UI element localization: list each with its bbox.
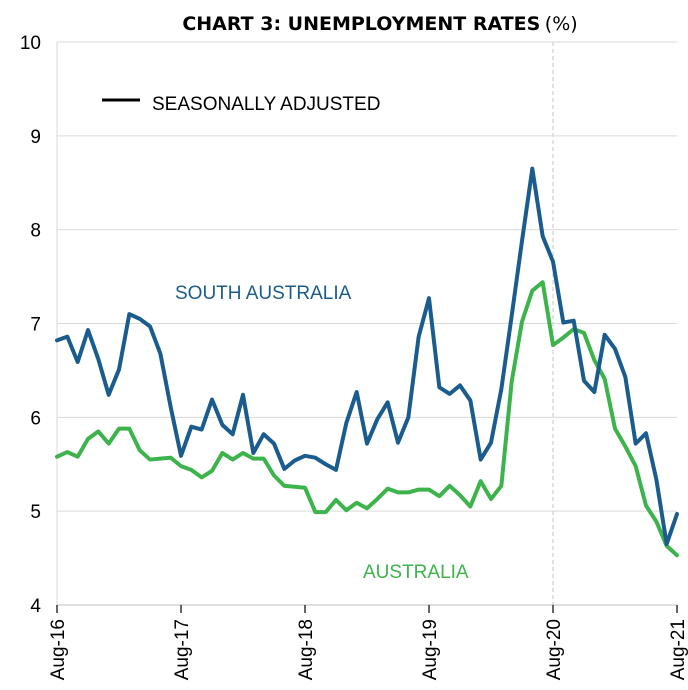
y-tick-label: 7	[30, 315, 41, 336]
x-tick-label: Aug-16	[48, 619, 69, 680]
series-line-south-australia	[55, 166, 679, 547]
axes: 4 5 6 7 8 9 10 Aug-16 Aug-17 Aug-18 Aug-19 Aug-20 Au…	[20, 33, 688, 680]
y-tick-label: 5	[30, 502, 41, 523]
grid-lines	[57, 41, 677, 606]
x-tick-label: Aug-20	[544, 619, 565, 680]
x-tick-label: Aug-19	[420, 619, 441, 680]
y-tick-label: 4	[30, 596, 41, 617]
chart-title: CHART 3: UNEMPLOYMENT RATES (%)	[182, 13, 577, 35]
x-tick-label: Aug-21	[668, 619, 688, 680]
chart-title-main: CHART 3: UNEMPLOYMENT RATES	[182, 13, 540, 35]
y-tick-label: 8	[30, 221, 41, 242]
legend-label: SEASONALLY ADJUSTED	[152, 94, 380, 115]
chart-title-unit: (%)	[545, 13, 578, 35]
x-tick-label: Aug-17	[172, 619, 193, 680]
series-label-south-australia: SOUTH AUSTRALIA	[175, 283, 352, 304]
series-label-australia: AUSTRALIA	[363, 562, 469, 583]
y-tick-label: 9	[30, 127, 41, 148]
x-tick-label: Aug-18	[296, 619, 317, 680]
y-tick-label: 6	[30, 408, 41, 429]
series-lines	[55, 166, 679, 558]
y-tick-label: 10	[20, 33, 41, 54]
